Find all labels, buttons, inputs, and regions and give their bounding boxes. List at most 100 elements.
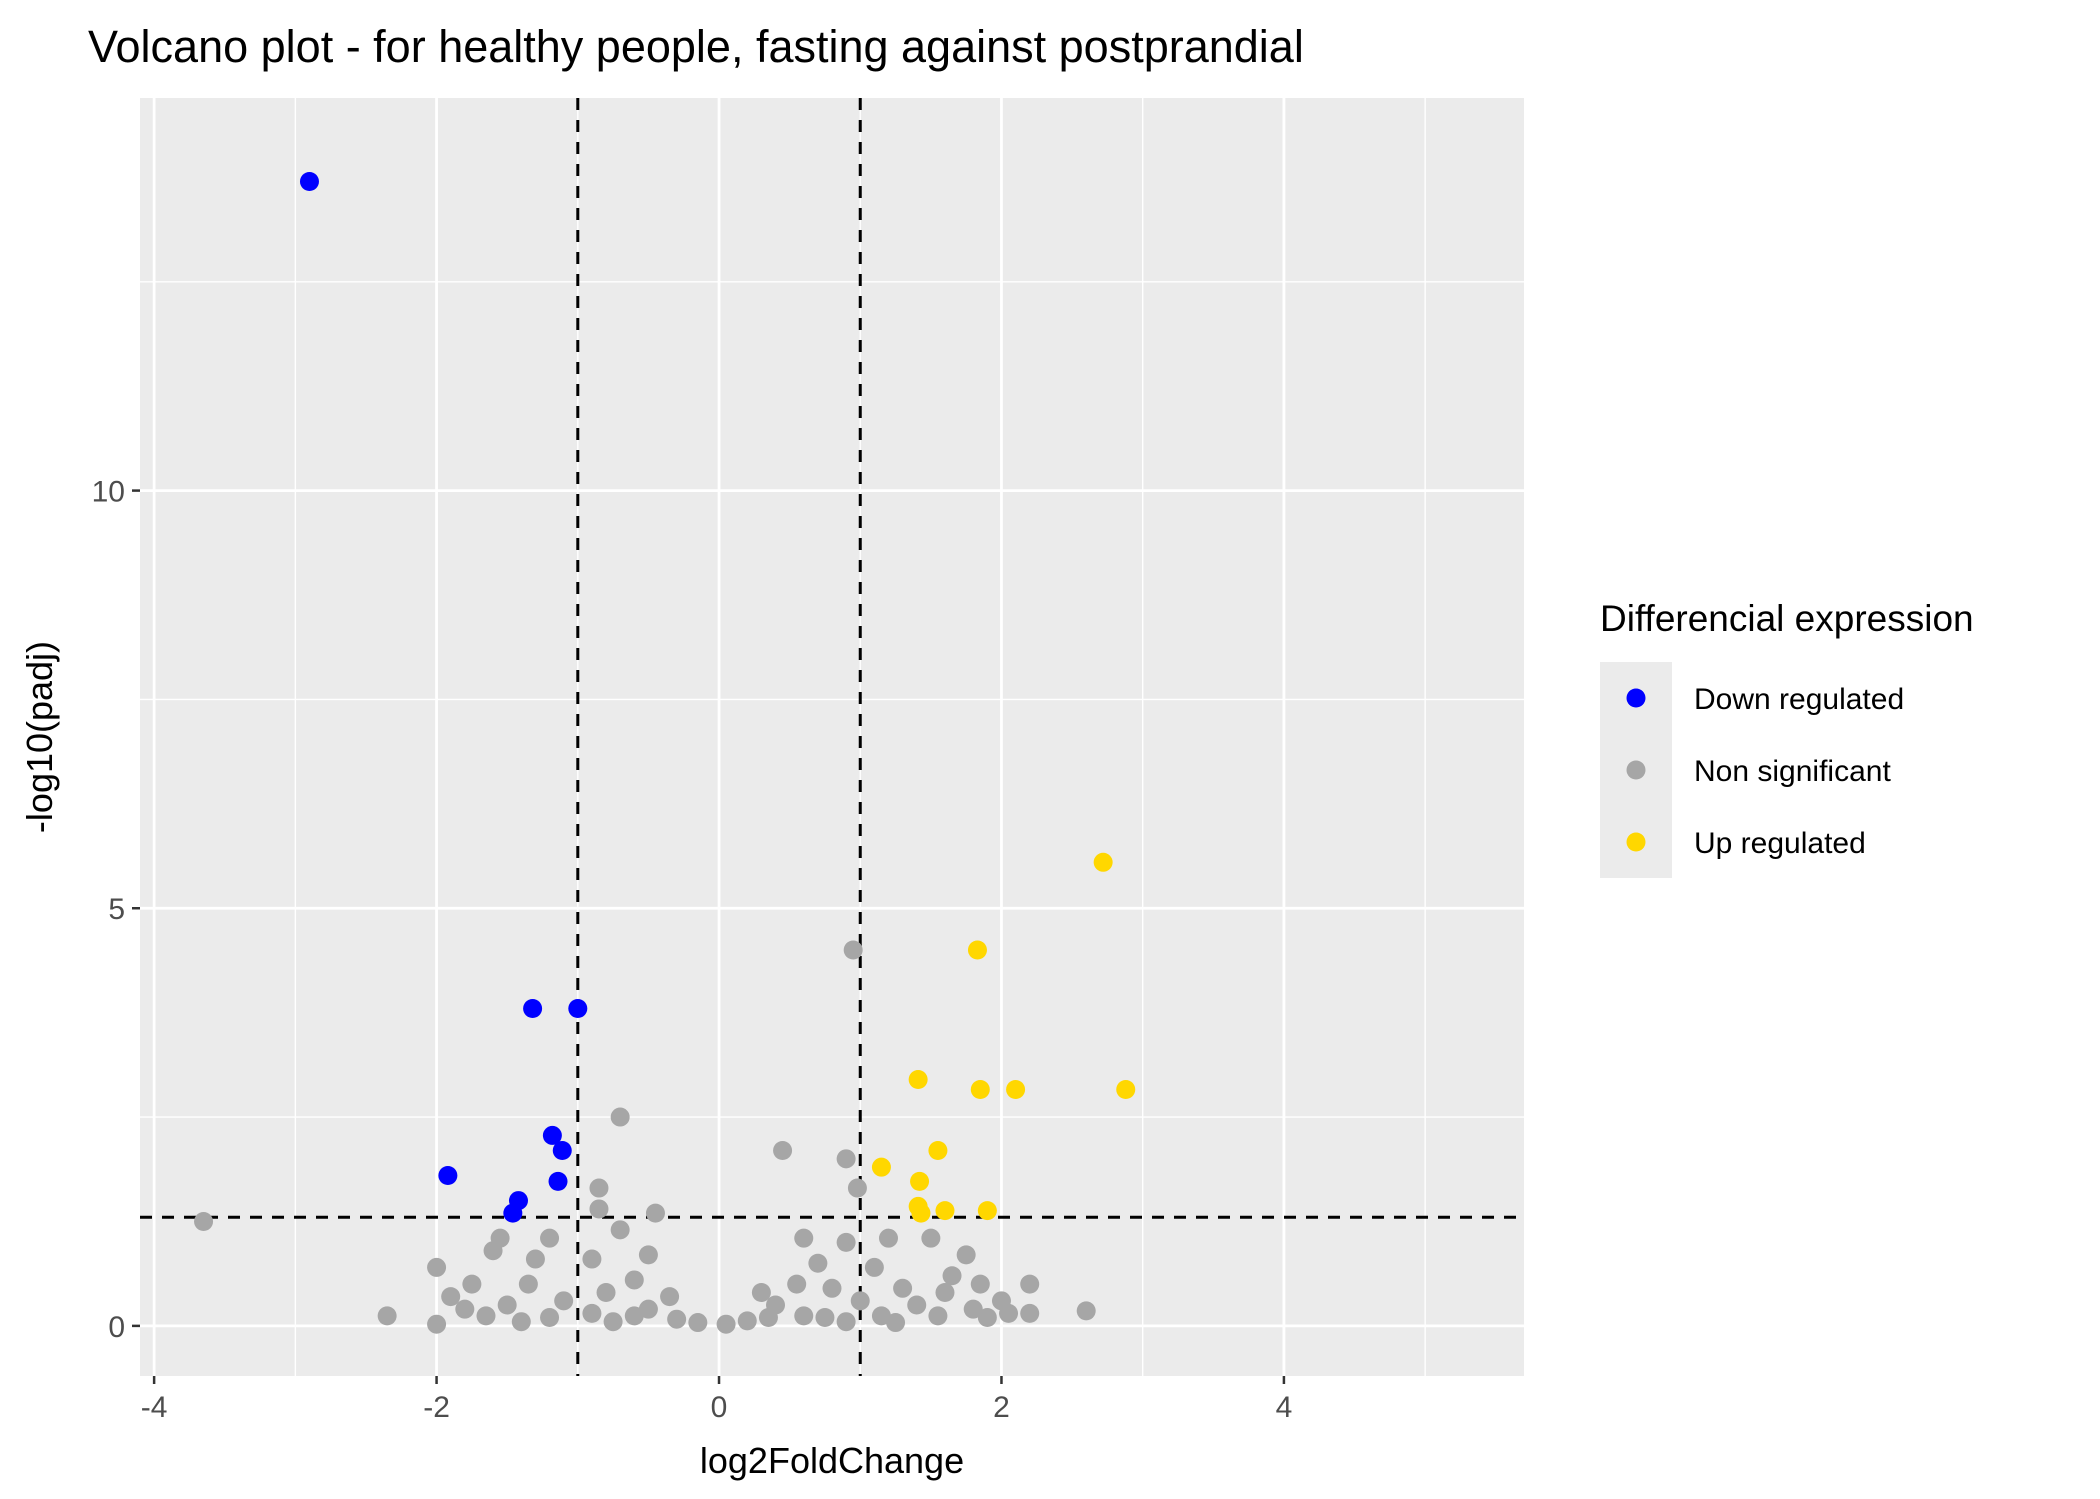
point-non-significant [441,1287,461,1307]
point-down-regulated [542,1125,562,1145]
point-down-regulated [438,1166,458,1186]
point-non-significant [864,1257,884,1277]
point-non-significant [645,1203,665,1223]
point-non-significant [893,1278,913,1298]
point-non-significant [589,1178,609,1198]
point-non-significant [638,1299,658,1319]
point-non-significant [928,1306,948,1326]
grid-minor [140,98,1524,1376]
point-non-significant [977,1308,997,1328]
y-tick-label: 0 [108,1311,125,1344]
point-non-significant [808,1253,828,1273]
point-non-significant [921,1228,941,1248]
point-non-significant [540,1308,560,1328]
x-tick-label: -2 [423,1391,450,1424]
legend-label: Non significant [1694,755,1891,788]
x-tick-label: 2 [993,1391,1010,1424]
point-non-significant [624,1306,644,1326]
legend-key [1626,832,1646,852]
point-non-significant [554,1291,574,1311]
point-non-significant [794,1228,814,1248]
y-tick-label: 10 [92,476,125,509]
point-non-significant [589,1199,609,1219]
point-non-significant [610,1107,630,1127]
point-non-significant [773,1140,793,1160]
point-non-significant [751,1282,771,1302]
point-non-significant [886,1313,906,1333]
point-down-regulated [552,1140,572,1160]
point-up-regulated [935,1201,955,1221]
legend-label: Up regulated [1694,827,1866,860]
point-up-regulated [911,1203,931,1223]
point-non-significant [847,1178,867,1198]
point-non-significant [638,1245,658,1265]
point-non-significant [427,1314,447,1334]
chart-title: Volcano plot - for healthy people, fasti… [88,21,1304,72]
panel-background [140,98,1524,1376]
legend-key [1626,760,1646,780]
point-non-significant [956,1245,976,1265]
point-non-significant [935,1282,955,1302]
point-non-significant [815,1308,835,1328]
point-non-significant [511,1312,531,1332]
legend-key [1626,688,1646,708]
legend: Differencial expression Down regulated No… [1600,598,1974,878]
point-non-significant [758,1308,778,1328]
x-axis: -4 -2 0 2 4 [141,1376,1292,1424]
point-non-significant [660,1287,680,1307]
point-non-significant [427,1257,447,1277]
point-non-significant [497,1295,517,1315]
point-non-significant [836,1149,856,1169]
y-tick-label: 5 [108,893,125,926]
point-non-significant [822,1278,842,1298]
point-down-regulated [523,998,543,1018]
point-down-regulated [548,1171,568,1191]
point-up-regulated [1006,1079,1026,1099]
point-non-significant [843,940,863,960]
point-non-significant [871,1306,891,1326]
point-up-regulated [1093,852,1113,872]
point-non-significant [476,1306,496,1326]
point-non-significant [794,1306,814,1326]
legend-title: Differencial expression [1600,598,1974,639]
grid-major [140,98,1524,1376]
point-non-significant [688,1313,708,1333]
point-non-significant [836,1232,856,1252]
point-non-significant [610,1220,630,1240]
point-up-regulated [970,1079,990,1099]
point-non-significant [787,1274,807,1294]
point-non-significant [1020,1303,1040,1323]
point-non-significant [377,1306,397,1326]
point-non-significant [483,1241,503,1261]
x-tick-label: -4 [141,1391,168,1424]
point-non-significant [907,1295,927,1315]
y-axis: 0 5 10 [92,476,140,1344]
point-down-regulated [503,1203,523,1223]
point-up-regulated [1116,1079,1136,1099]
x-tick-label: 4 [1276,1391,1293,1424]
point-up-regulated [928,1140,948,1160]
point-non-significant [540,1228,560,1248]
x-axis-title: log2FoldChange [700,1440,964,1481]
plot-panel [140,98,1524,1376]
point-non-significant [582,1303,602,1323]
point-non-significant [942,1266,962,1286]
data-points [194,172,1136,1334]
point-up-regulated [908,1069,928,1089]
point-non-significant [667,1309,687,1329]
point-non-significant [582,1249,602,1269]
point-up-regulated [871,1157,891,1177]
y-axis-title: -log10(padj) [19,641,60,833]
point-non-significant [518,1274,538,1294]
point-up-regulated [910,1171,930,1191]
legend-label: Down regulated [1694,683,1904,716]
point-non-significant [999,1303,1019,1323]
point-non-significant [525,1249,545,1269]
point-non-significant [716,1314,736,1334]
point-up-regulated [977,1201,997,1221]
point-non-significant [963,1299,983,1319]
point-down-regulated [568,998,588,1018]
point-up-regulated [967,940,987,960]
point-non-significant [737,1311,757,1331]
